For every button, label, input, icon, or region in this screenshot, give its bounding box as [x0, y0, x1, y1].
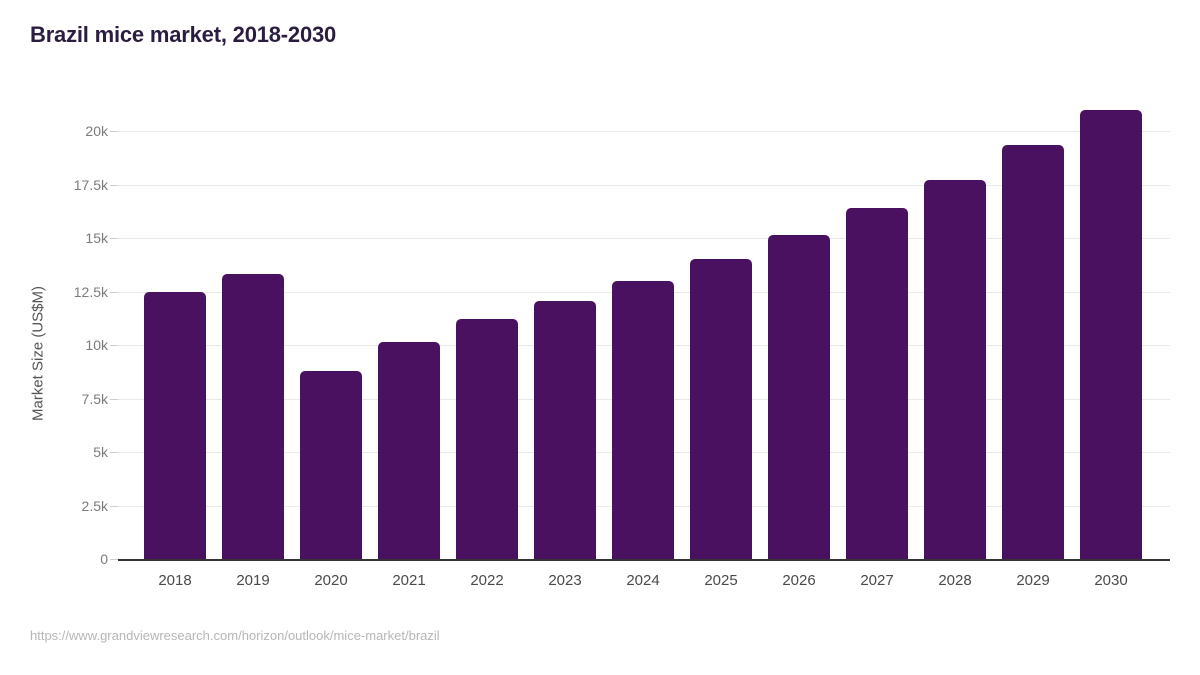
bar[interactable]	[300, 370, 362, 559]
x-axis-tick-label: 2018	[158, 572, 192, 589]
bar[interactable]	[1080, 109, 1142, 559]
bar[interactable]	[690, 259, 752, 559]
y-axis-tick-label: 12.5k	[73, 283, 108, 300]
y-axis-tick-mark	[110, 131, 118, 132]
y-axis-tick-label: 7.5k	[81, 390, 108, 407]
bar[interactable]	[612, 280, 674, 559]
y-axis-tick-label: 20k	[85, 123, 108, 139]
gridline	[118, 131, 1170, 132]
bar[interactable]	[222, 274, 284, 559]
x-axis-line	[118, 559, 1170, 561]
x-axis-tick-label: 2028	[938, 572, 972, 589]
y-axis-tick-mark	[110, 398, 118, 400]
y-axis-tick-label: 0	[100, 551, 108, 567]
y-axis-tick-label: 15k	[85, 230, 108, 246]
y-axis-tick-mark	[110, 291, 118, 293]
x-axis-tick-label: 2020	[314, 572, 348, 589]
x-axis-tick-label: 2019	[236, 572, 270, 589]
y-axis-tick-mark	[110, 452, 118, 453]
y-axis-tick-mark	[110, 345, 118, 346]
y-axis-tick-label: 5k	[93, 444, 108, 460]
gridline	[118, 184, 1170, 186]
x-axis-tick-label: 2024	[626, 572, 660, 589]
y-axis-tick-mark	[110, 505, 118, 507]
bar[interactable]	[534, 301, 596, 559]
bar[interactable]	[768, 234, 830, 559]
x-axis-tick-label: 2023	[548, 572, 582, 589]
bar[interactable]	[924, 180, 986, 559]
x-axis-tick-label: 2022	[470, 572, 504, 589]
bar[interactable]	[1002, 144, 1064, 559]
bar[interactable]	[144, 291, 206, 559]
x-axis-tick-label: 2029	[1016, 572, 1050, 589]
x-axis-tick-label: 2025	[704, 572, 738, 589]
bar[interactable]	[378, 341, 440, 559]
y-axis-tick-mark	[110, 184, 118, 186]
x-axis-tick-label: 2027	[860, 572, 894, 589]
y-axis-tick-mark	[110, 559, 118, 560]
x-axis-tick-label: 2026	[782, 572, 816, 589]
x-axis-tick-label: 2030	[1094, 572, 1128, 589]
source-url-label: https://www.grandviewresearch.com/horizo…	[30, 628, 440, 643]
gridline	[118, 238, 1170, 239]
y-axis-tick-label: 2.5k	[81, 497, 108, 514]
y-axis-tick-mark	[110, 238, 118, 239]
y-axis-title: Market Size (US$M)	[29, 285, 47, 422]
bar[interactable]	[846, 208, 908, 559]
y-axis-tick-label: 17.5k	[73, 176, 108, 193]
page-title: Brazil mice market, 2018-2030	[30, 22, 337, 47]
bar[interactable]	[456, 319, 518, 559]
x-axis-tick-label: 2021	[392, 572, 426, 589]
y-axis-tick-label: 10k	[85, 337, 108, 353]
